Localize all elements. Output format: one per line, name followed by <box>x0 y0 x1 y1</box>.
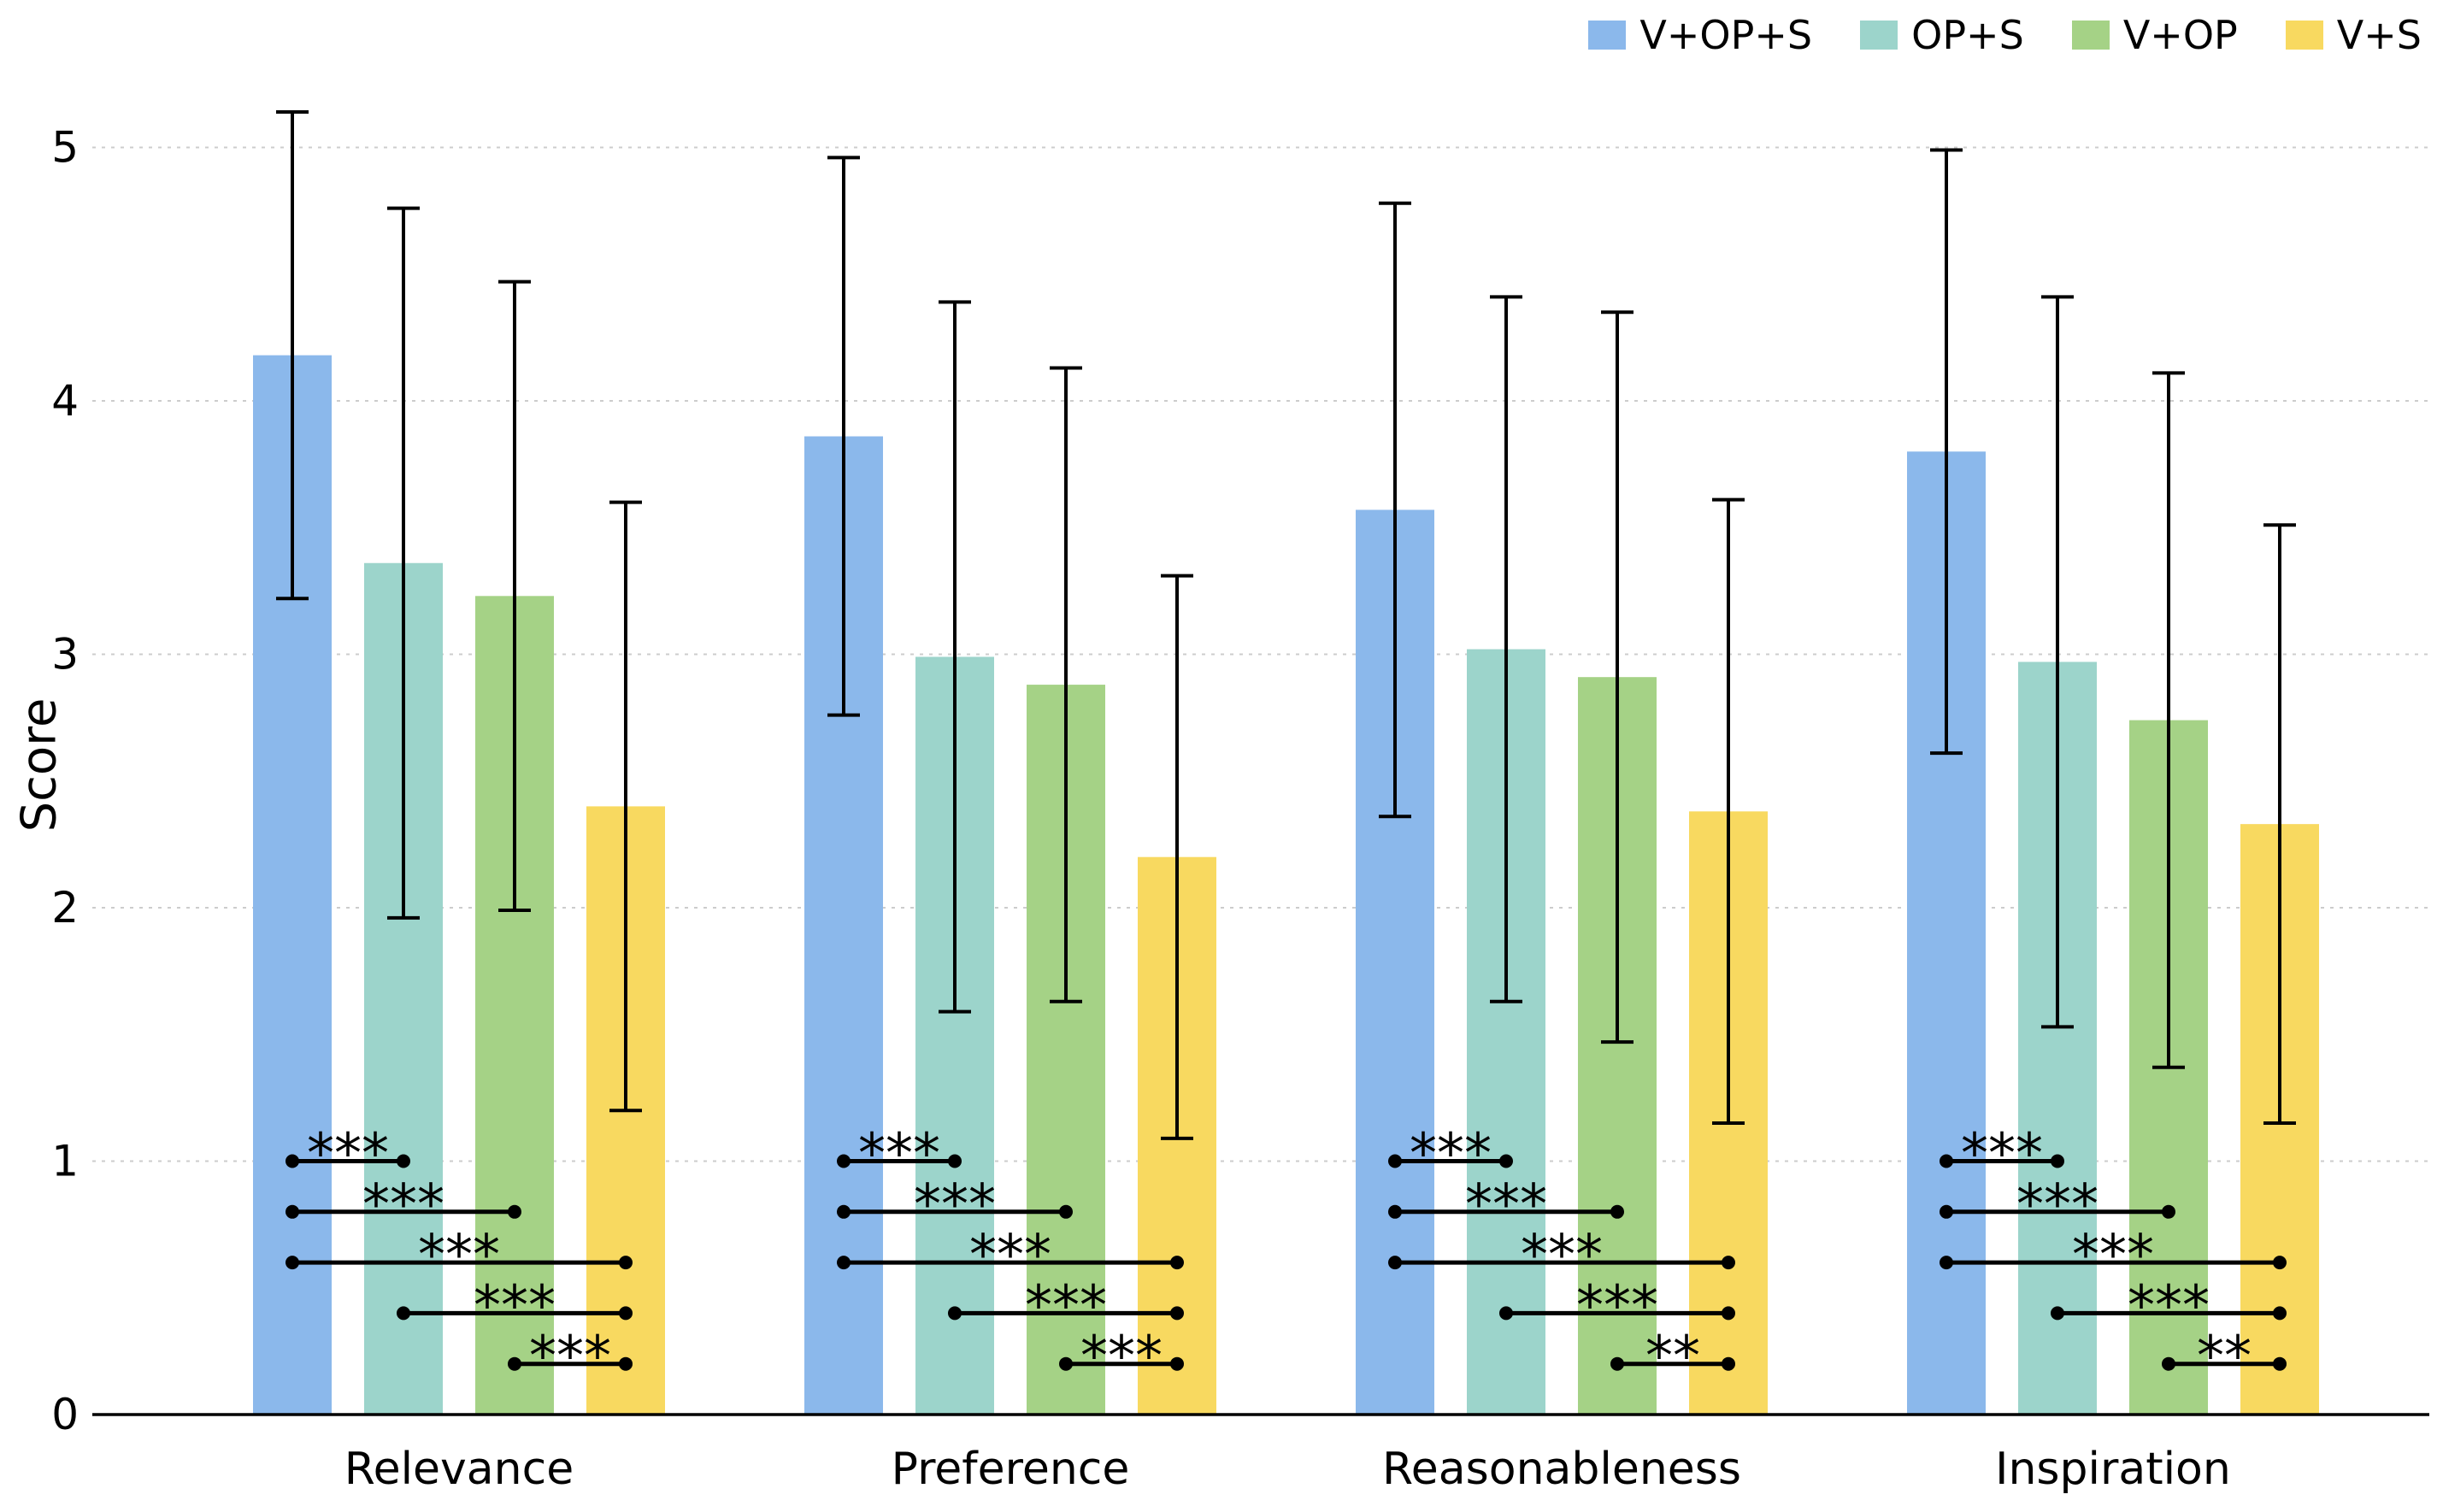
significance-endpoint-dot <box>285 1204 299 1219</box>
significance-endpoint-dot <box>1170 1256 1184 1270</box>
legend-item-op-s: OP+S <box>1860 12 2024 58</box>
y-tick-label: 3 <box>51 630 79 680</box>
x-category-label: Inspiration <box>1995 1444 2231 1495</box>
significance-endpoint-dot <box>285 1154 299 1168</box>
significance-label: *** <box>529 1326 611 1389</box>
significance-label: *** <box>1521 1224 1603 1287</box>
y-tick-label: 5 <box>51 123 79 173</box>
legend-label: V+S <box>2336 12 2422 58</box>
significance-endpoint-dot <box>1610 1356 1624 1371</box>
significance-endpoint-dot <box>948 1306 962 1321</box>
significance-endpoint-dot <box>1059 1356 1073 1371</box>
significance-endpoint-dot <box>948 1154 962 1168</box>
significance-endpoint-dot <box>619 1306 633 1321</box>
significance-label: *** <box>307 1123 389 1186</box>
legend-swatch-icon <box>1860 21 1898 50</box>
significance-label: *** <box>858 1123 940 1186</box>
significance-endpoint-dot <box>397 1306 410 1321</box>
significance-label: *** <box>2016 1174 2099 1237</box>
significance-endpoint-dot <box>508 1356 521 1371</box>
significance-label: *** <box>1025 1274 1107 1338</box>
significance-endpoint-dot <box>837 1256 851 1270</box>
legend-swatch-icon <box>1588 21 1627 50</box>
significance-endpoint-dot <box>2051 1306 2064 1321</box>
significance-label: *** <box>1961 1123 2043 1186</box>
significance-endpoint-dot <box>1940 1204 1953 1219</box>
x-category-label: Relevance <box>344 1444 574 1495</box>
significance-endpoint-dot <box>619 1256 633 1270</box>
significance-endpoint-dot <box>1059 1204 1073 1219</box>
significance-endpoint-dot <box>2273 1256 2287 1270</box>
legend-label: V+OP+S <box>1639 12 1813 58</box>
significance-endpoint-dot <box>1499 1306 1513 1321</box>
y-tick-label: 4 <box>51 376 79 426</box>
significance-endpoint-dot <box>2051 1154 2064 1168</box>
significance-endpoint-dot <box>2273 1356 2287 1371</box>
significance-endpoint-dot <box>1722 1356 1735 1371</box>
significance-endpoint-dot <box>397 1154 410 1168</box>
significance-label: *** <box>2072 1224 2154 1287</box>
legend-item-v-s: V+S <box>2285 12 2422 58</box>
significance-endpoint-dot <box>1499 1154 1513 1168</box>
significance-label: *** <box>2128 1274 2210 1338</box>
significance-label: ** <box>2197 1326 2252 1389</box>
significance-endpoint-dot <box>1722 1256 1735 1270</box>
legend-swatch-icon <box>2285 21 2323 50</box>
significance-label: *** <box>914 1174 996 1237</box>
legend-item-v-op: V+OP <box>2071 12 2238 58</box>
significance-label: ** <box>1645 1326 1700 1389</box>
y-axis-label: Score <box>11 697 68 832</box>
significance-label: *** <box>1410 1123 1492 1186</box>
significance-endpoint-dot <box>2273 1306 2287 1321</box>
significance-endpoint-dot <box>1388 1256 1402 1270</box>
significance-endpoint-dot <box>1170 1306 1184 1321</box>
significance-endpoint-dot <box>1388 1154 1402 1168</box>
significance-endpoint-dot <box>837 1204 851 1219</box>
significance-endpoint-dot <box>2162 1204 2175 1219</box>
significance-endpoint-dot <box>508 1204 521 1219</box>
legend-swatch-icon <box>2071 21 2110 50</box>
significance-endpoint-dot <box>2162 1356 2175 1371</box>
y-tick-label: 0 <box>51 1390 79 1439</box>
significance-endpoint-dot <box>1722 1306 1735 1321</box>
significance-label: *** <box>474 1274 556 1338</box>
legend-label: V+OP <box>2122 12 2238 58</box>
x-category-label: Reasonableness <box>1382 1444 1741 1495</box>
significance-endpoint-dot <box>285 1256 299 1270</box>
significance-endpoint-dot <box>837 1154 851 1168</box>
significance-label: *** <box>418 1224 500 1287</box>
significance-endpoint-dot <box>1940 1154 1953 1168</box>
significance-endpoint-dot <box>619 1356 633 1371</box>
legend: V+OP+S OP+S V+OP V+S <box>1588 12 2422 58</box>
y-tick-label: 1 <box>51 1137 79 1186</box>
significance-endpoint-dot <box>1388 1204 1402 1219</box>
y-tick-label: 2 <box>51 883 79 932</box>
significance-endpoint-dot <box>1940 1256 1953 1270</box>
significance-endpoint-dot <box>1170 1356 1184 1371</box>
significance-label: *** <box>1465 1174 1547 1237</box>
legend-label: OP+S <box>1911 12 2024 58</box>
x-category-label: Preference <box>892 1444 1130 1495</box>
legend-item-v-op-s: V+OP+S <box>1588 12 1812 58</box>
significance-label: *** <box>1080 1326 1163 1389</box>
significance-label: *** <box>1576 1274 1658 1338</box>
significance-label: *** <box>969 1224 1051 1287</box>
significance-endpoint-dot <box>1610 1204 1624 1219</box>
significance-label: *** <box>362 1174 444 1237</box>
